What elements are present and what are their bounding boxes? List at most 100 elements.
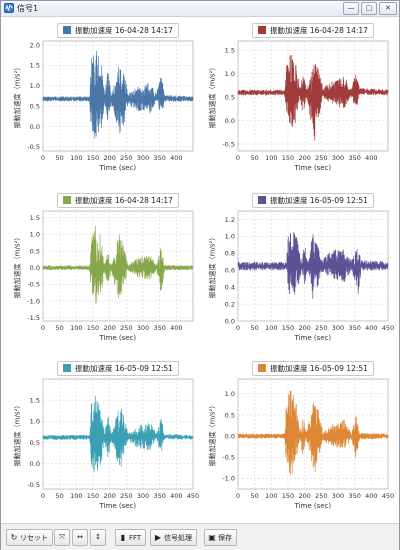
window-title: 信号1 bbox=[17, 4, 39, 13]
chart-svg: 0 50 100 150 200 250 300 350 400 -0.5 0.0 0.5 1.0 1.5 bbox=[222, 40, 389, 162]
zoom-y-button[interactable]: ↕ bbox=[90, 529, 106, 546]
x-tick-label: 50 bbox=[251, 324, 259, 332]
y-tick-label: 0.0 bbox=[225, 432, 235, 440]
y-tick-label: 1.0 bbox=[225, 70, 235, 78]
legend-text: 振動加速度 16-05-09 12:51 bbox=[270, 364, 368, 373]
x-tick-label: 200 bbox=[298, 154, 310, 162]
legend-text: 振動加速度 16-05-09 12:51 bbox=[75, 364, 173, 373]
y-axis-label: 振動加速度（m/s²） bbox=[207, 233, 216, 299]
x-tick-label: 0 bbox=[236, 492, 240, 500]
y-tick-label: -0.5 bbox=[27, 481, 40, 489]
x-tick-label: 0 bbox=[236, 154, 240, 162]
y-axis-label: 振動加速度（m/s²） bbox=[12, 401, 21, 467]
bottom-toolbar: ↻ リセット ⤧ ↔ ↕ ▮ FFT ▶ 信号処理 ▣ 保存 bbox=[1, 523, 399, 550]
x-tick-label: 250 bbox=[120, 492, 132, 500]
chart-panel-4[interactable]: 振動加速度 16-05-09 12:51 0 50 100 150 200 250 300 35… bbox=[203, 189, 394, 359]
series-line bbox=[42, 395, 194, 472]
x-tick-label: 50 bbox=[251, 154, 259, 162]
chart-legend: 振動加速度 16-04-28 14:17 bbox=[252, 23, 374, 38]
x-tick-label: 100 bbox=[70, 154, 82, 162]
chart-legend: 振動加速度 16-04-28 14:17 bbox=[57, 193, 179, 208]
x-tick-label: 100 bbox=[265, 154, 277, 162]
chart-legend: 振動加速度 16-05-09 12:51 bbox=[57, 361, 179, 376]
x-tick-label: 250 bbox=[315, 324, 327, 332]
chart-area: 振動加速度 16-04-28 14:17 0 50 100 150 200 250 300 35… bbox=[1, 17, 399, 523]
title-bar[interactable]: 信号1 — ▢ ✕ bbox=[1, 1, 399, 17]
close-button[interactable]: ✕ bbox=[379, 2, 397, 15]
chart-panel-2[interactable]: 振動加速度 16-04-28 14:17 0 50 100 150 200 250 300 35… bbox=[203, 19, 393, 189]
x-tick-label: 0 bbox=[41, 324, 45, 332]
x-tick-label: 300 bbox=[137, 154, 149, 162]
chart-svg: 0 50 100 150 200 250 300 350 400 -1.5 -1.0 -0.5 0.0 0… bbox=[27, 210, 194, 332]
legend-text: 振動加速度 16-04-28 14:17 bbox=[270, 26, 368, 35]
y-tick-label: 0.5 bbox=[30, 247, 40, 255]
y-tick-label: 1.5 bbox=[30, 62, 40, 70]
save-button[interactable]: ▣ 保存 bbox=[204, 529, 237, 546]
x-tick-label: 300 bbox=[332, 492, 344, 500]
minimize-button[interactable]: — bbox=[343, 2, 359, 15]
y-tick-label: 1.2 bbox=[225, 216, 235, 224]
x-axis-label: Time (sec) bbox=[99, 164, 137, 172]
chart-svg: 0 50 100 150 200 250 300 350 400 450 0.0 0.2 0.4 0.6 0… bbox=[225, 210, 394, 332]
x-tick-label: 100 bbox=[70, 324, 82, 332]
y-axis-label: 振動加速度（m/s²） bbox=[207, 401, 216, 467]
reset-button[interactable]: ↻ リセット bbox=[6, 529, 53, 546]
zoom-y-icon: ↕ bbox=[95, 533, 101, 541]
y-tick-label: 0.5 bbox=[30, 439, 40, 447]
x-tick-label: 100 bbox=[70, 492, 82, 500]
app-icon bbox=[4, 3, 14, 13]
chart-panel-6[interactable]: 振動加速度 16-05-09 12:51 0 50 100 150 200 250 300 35… bbox=[203, 357, 394, 527]
fit-all-button[interactable]: ⤧ bbox=[54, 529, 70, 546]
legend-swatch bbox=[63, 196, 71, 204]
chart-panel-1[interactable]: 振動加速度 16-04-28 14:17 0 50 100 150 200 250 300 35… bbox=[8, 19, 198, 189]
y-tick-label: -0.5 bbox=[27, 281, 40, 289]
y-tick-label: 0.8 bbox=[225, 250, 235, 258]
legend-text: 振動加速度 16-04-28 14:17 bbox=[75, 26, 173, 35]
x-tick-label: 100 bbox=[265, 324, 277, 332]
x-tick-label: 200 bbox=[298, 492, 310, 500]
y-tick-label: -1.0 bbox=[222, 475, 235, 483]
y-tick-label: 1.5 bbox=[30, 214, 40, 222]
zoom-x-button[interactable]: ↔ bbox=[72, 529, 88, 546]
x-tick-label: 200 bbox=[103, 154, 115, 162]
x-tick-label: 300 bbox=[137, 324, 149, 332]
x-tick-label: 50 bbox=[56, 154, 64, 162]
fit-all-icon: ⤧ bbox=[59, 533, 65, 541]
series-line bbox=[237, 54, 389, 141]
legend-text: 振動加速度 16-05-09 12:51 bbox=[270, 196, 368, 205]
y-tick-label: 1.5 bbox=[30, 396, 40, 404]
y-tick-label: 1.0 bbox=[225, 233, 235, 241]
chart-legend: 振動加速度 16-04-28 14:17 bbox=[57, 23, 179, 38]
signal-processing-label: 信号処理 bbox=[164, 534, 192, 542]
chart-svg: 0 50 100 150 200 250 300 350 400 450 -0.5 0.0 0.5 1.0… bbox=[27, 378, 199, 500]
x-tick-label: 350 bbox=[348, 324, 360, 332]
chart-panel-3[interactable]: 振動加速度 16-04-28 14:17 0 50 100 150 200 250 300 35… bbox=[8, 189, 198, 359]
x-tick-label: 200 bbox=[103, 324, 115, 332]
y-axis-label: 振動加速度（m/s²） bbox=[12, 233, 21, 299]
y-tick-label: 0.0 bbox=[30, 460, 40, 468]
chart-panel-5[interactable]: 振動加速度 16-05-09 12:51 0 50 100 150 200 250 300 35… bbox=[8, 357, 199, 527]
signal-processing-button[interactable]: ▶ 信号処理 bbox=[150, 529, 197, 546]
y-tick-label: 2.0 bbox=[30, 41, 40, 49]
y-tick-label: 0.2 bbox=[225, 300, 235, 308]
x-tick-label: 200 bbox=[298, 324, 310, 332]
maximize-button[interactable]: ▢ bbox=[361, 2, 377, 15]
x-tick-label: 150 bbox=[87, 492, 99, 500]
x-tick-label: 50 bbox=[56, 324, 64, 332]
y-tick-label: 0.0 bbox=[225, 117, 235, 125]
y-tick-label: 0.5 bbox=[30, 102, 40, 110]
legend-text: 振動加速度 16-04-28 14:17 bbox=[75, 196, 173, 205]
x-tick-label: 150 bbox=[282, 492, 294, 500]
x-tick-label: 350 bbox=[348, 492, 360, 500]
series-line bbox=[42, 225, 194, 304]
legend-swatch bbox=[258, 364, 266, 372]
x-axis-label: Time (sec) bbox=[99, 334, 137, 342]
legend-swatch bbox=[258, 26, 266, 34]
y-tick-label: -0.5 bbox=[222, 454, 235, 462]
fft-button[interactable]: ▮ FFT bbox=[115, 529, 147, 546]
y-tick-label: 0.0 bbox=[225, 317, 235, 325]
x-tick-label: 0 bbox=[41, 492, 45, 500]
y-tick-label: 1.0 bbox=[30, 418, 40, 426]
legend-swatch bbox=[63, 364, 71, 372]
y-tick-label: 1.0 bbox=[30, 231, 40, 239]
